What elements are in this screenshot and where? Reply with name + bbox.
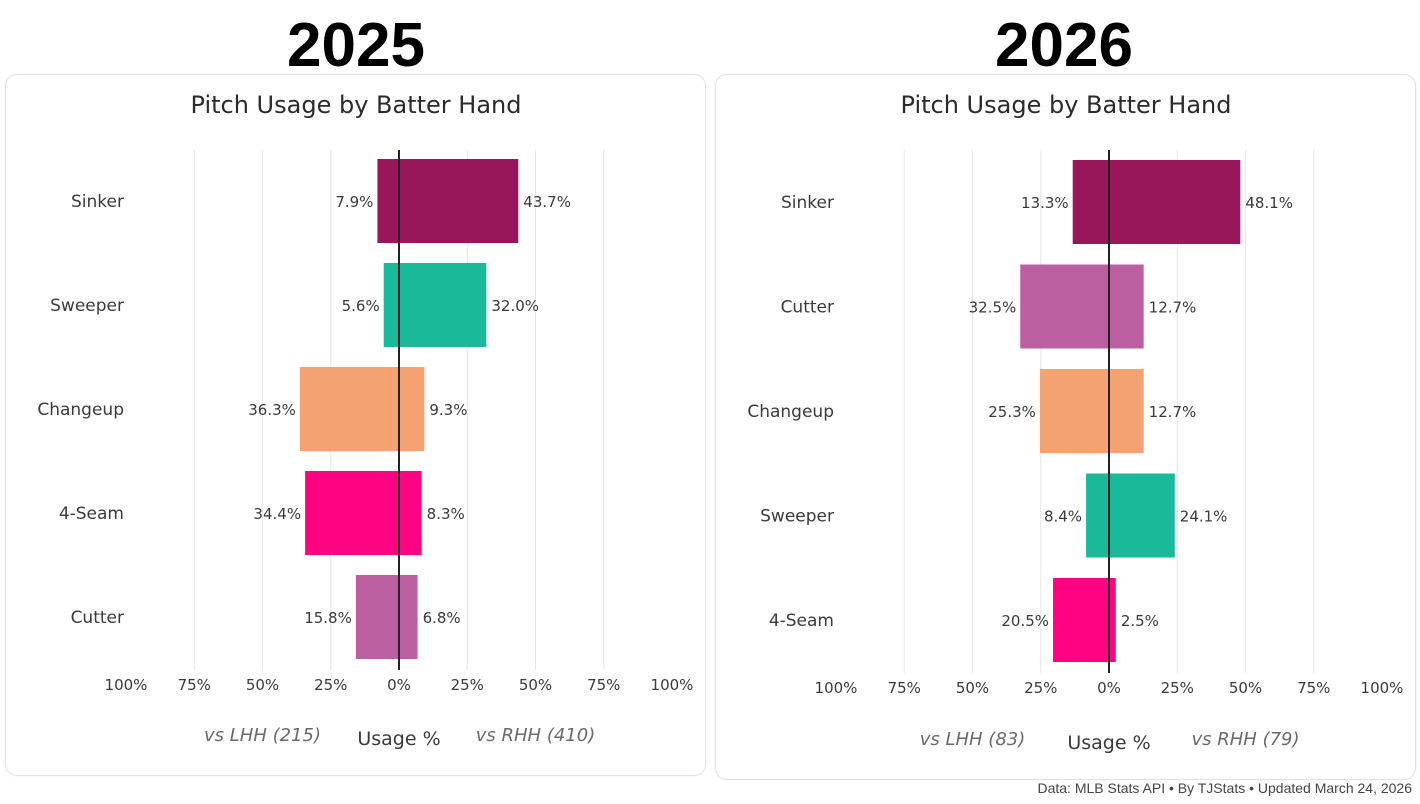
x-tick-label: 50% <box>956 679 989 697</box>
x-tick-label: 25% <box>451 676 484 694</box>
chart-2025: Pitch Usage by Batter Hand 100% 75% 50% 25% 0… <box>37 91 694 750</box>
bar-cutter <box>355 575 418 659</box>
category-label: Changeup <box>37 400 124 420</box>
bar-sweeper <box>383 263 487 347</box>
category-label: Cutter <box>71 608 124 628</box>
value-label-lhh: 15.8% <box>304 609 352 627</box>
right-side-label: vs RHH (79) <box>1192 729 1300 750</box>
bar-cutter <box>1020 264 1144 349</box>
category-label: 4-Seam <box>59 504 124 524</box>
value-label-rhh: 24.1% <box>1180 508 1228 526</box>
bar-changeup <box>299 367 425 451</box>
chart-panel-2025: Pitch Usage by Batter Hand 100% 75% 50% 25% 0… <box>5 74 706 776</box>
chart-2026: Pitch Usage by Batter Hand 100% 75% 50% 25% 0… <box>747 91 1404 754</box>
x-tick-label: 100% <box>815 679 858 697</box>
x-tick-label: 50% <box>246 676 279 694</box>
x-tick-label: 75% <box>178 676 211 694</box>
year-heading-2025: 2025 <box>287 11 425 80</box>
value-label-rhh: 6.8% <box>423 609 461 627</box>
value-label-lhh: 13.3% <box>1021 194 1069 212</box>
x-axis-label: Usage % <box>1067 732 1150 754</box>
value-label-rhh: 8.3% <box>427 505 465 523</box>
category-label: Cutter <box>781 298 834 318</box>
x-tick-label: 75% <box>1297 679 1330 697</box>
x-tick-label: 50% <box>1229 679 1262 697</box>
value-label-lhh: 25.3% <box>988 403 1036 421</box>
category-label: Sweeper <box>760 507 834 527</box>
value-label-rhh: 48.1% <box>1245 194 1293 212</box>
value-label-lhh: 5.6% <box>342 297 380 315</box>
x-tick-label: 0% <box>1097 679 1121 697</box>
x-tick-label: 25% <box>314 676 347 694</box>
category-label: 4-Seam <box>769 611 834 631</box>
right-side-label: vs RHH (410) <box>476 725 595 746</box>
chart-title-2025: Pitch Usage by Batter Hand <box>191 91 522 119</box>
category-label: Sinker <box>781 193 834 213</box>
value-label-lhh: 7.9% <box>335 193 373 211</box>
x-tick-label: 50% <box>519 676 552 694</box>
bar-sinker <box>1072 160 1241 244</box>
bar-changeup <box>1039 369 1144 453</box>
year-heading-2026: 2026 <box>995 11 1133 80</box>
x-tick-label: 100% <box>1361 679 1404 697</box>
value-label-lhh: 20.5% <box>1001 612 1049 630</box>
chart-panel-2026: Pitch Usage by Batter Hand 100% 75% 50% 25% 0… <box>715 74 1416 780</box>
value-label-rhh: 12.7% <box>1149 299 1197 317</box>
x-tick-label: 75% <box>587 676 620 694</box>
value-label-rhh: 43.7% <box>523 193 571 211</box>
category-label: Sinker <box>71 192 124 212</box>
value-label-lhh: 8.4% <box>1044 508 1082 526</box>
value-label-rhh: 9.3% <box>429 401 467 419</box>
x-axis-label: Usage % <box>357 728 440 750</box>
x-tick-label: 100% <box>105 676 148 694</box>
bar-sinker <box>377 159 519 243</box>
bar-4-seam <box>1053 578 1116 662</box>
value-label-rhh: 2.5% <box>1121 612 1159 630</box>
chart-title-2026: Pitch Usage by Batter Hand <box>901 91 1232 119</box>
x-tick-label: 75% <box>888 679 921 697</box>
data-source-footer: Data: MLB Stats API • By TJStats • Updat… <box>1037 780 1412 796</box>
bar-sweeper <box>1086 473 1175 558</box>
category-label: Sweeper <box>50 296 124 316</box>
bar-4-seam <box>305 471 422 555</box>
left-side-label: vs LHH (215) <box>204 725 321 746</box>
value-label-rhh: 32.0% <box>491 297 539 315</box>
value-label-rhh: 12.7% <box>1149 403 1197 421</box>
x-tick-label: 25% <box>1161 679 1194 697</box>
value-label-lhh: 34.4% <box>253 505 301 523</box>
x-tick-label: 100% <box>651 676 694 694</box>
category-label: Changeup <box>747 402 834 422</box>
value-label-lhh: 32.5% <box>969 299 1017 317</box>
left-side-label: vs LHH (83) <box>920 729 1026 750</box>
x-tick-label: 0% <box>387 676 411 694</box>
x-tick-label: 25% <box>1024 679 1057 697</box>
value-label-lhh: 36.3% <box>248 401 296 419</box>
